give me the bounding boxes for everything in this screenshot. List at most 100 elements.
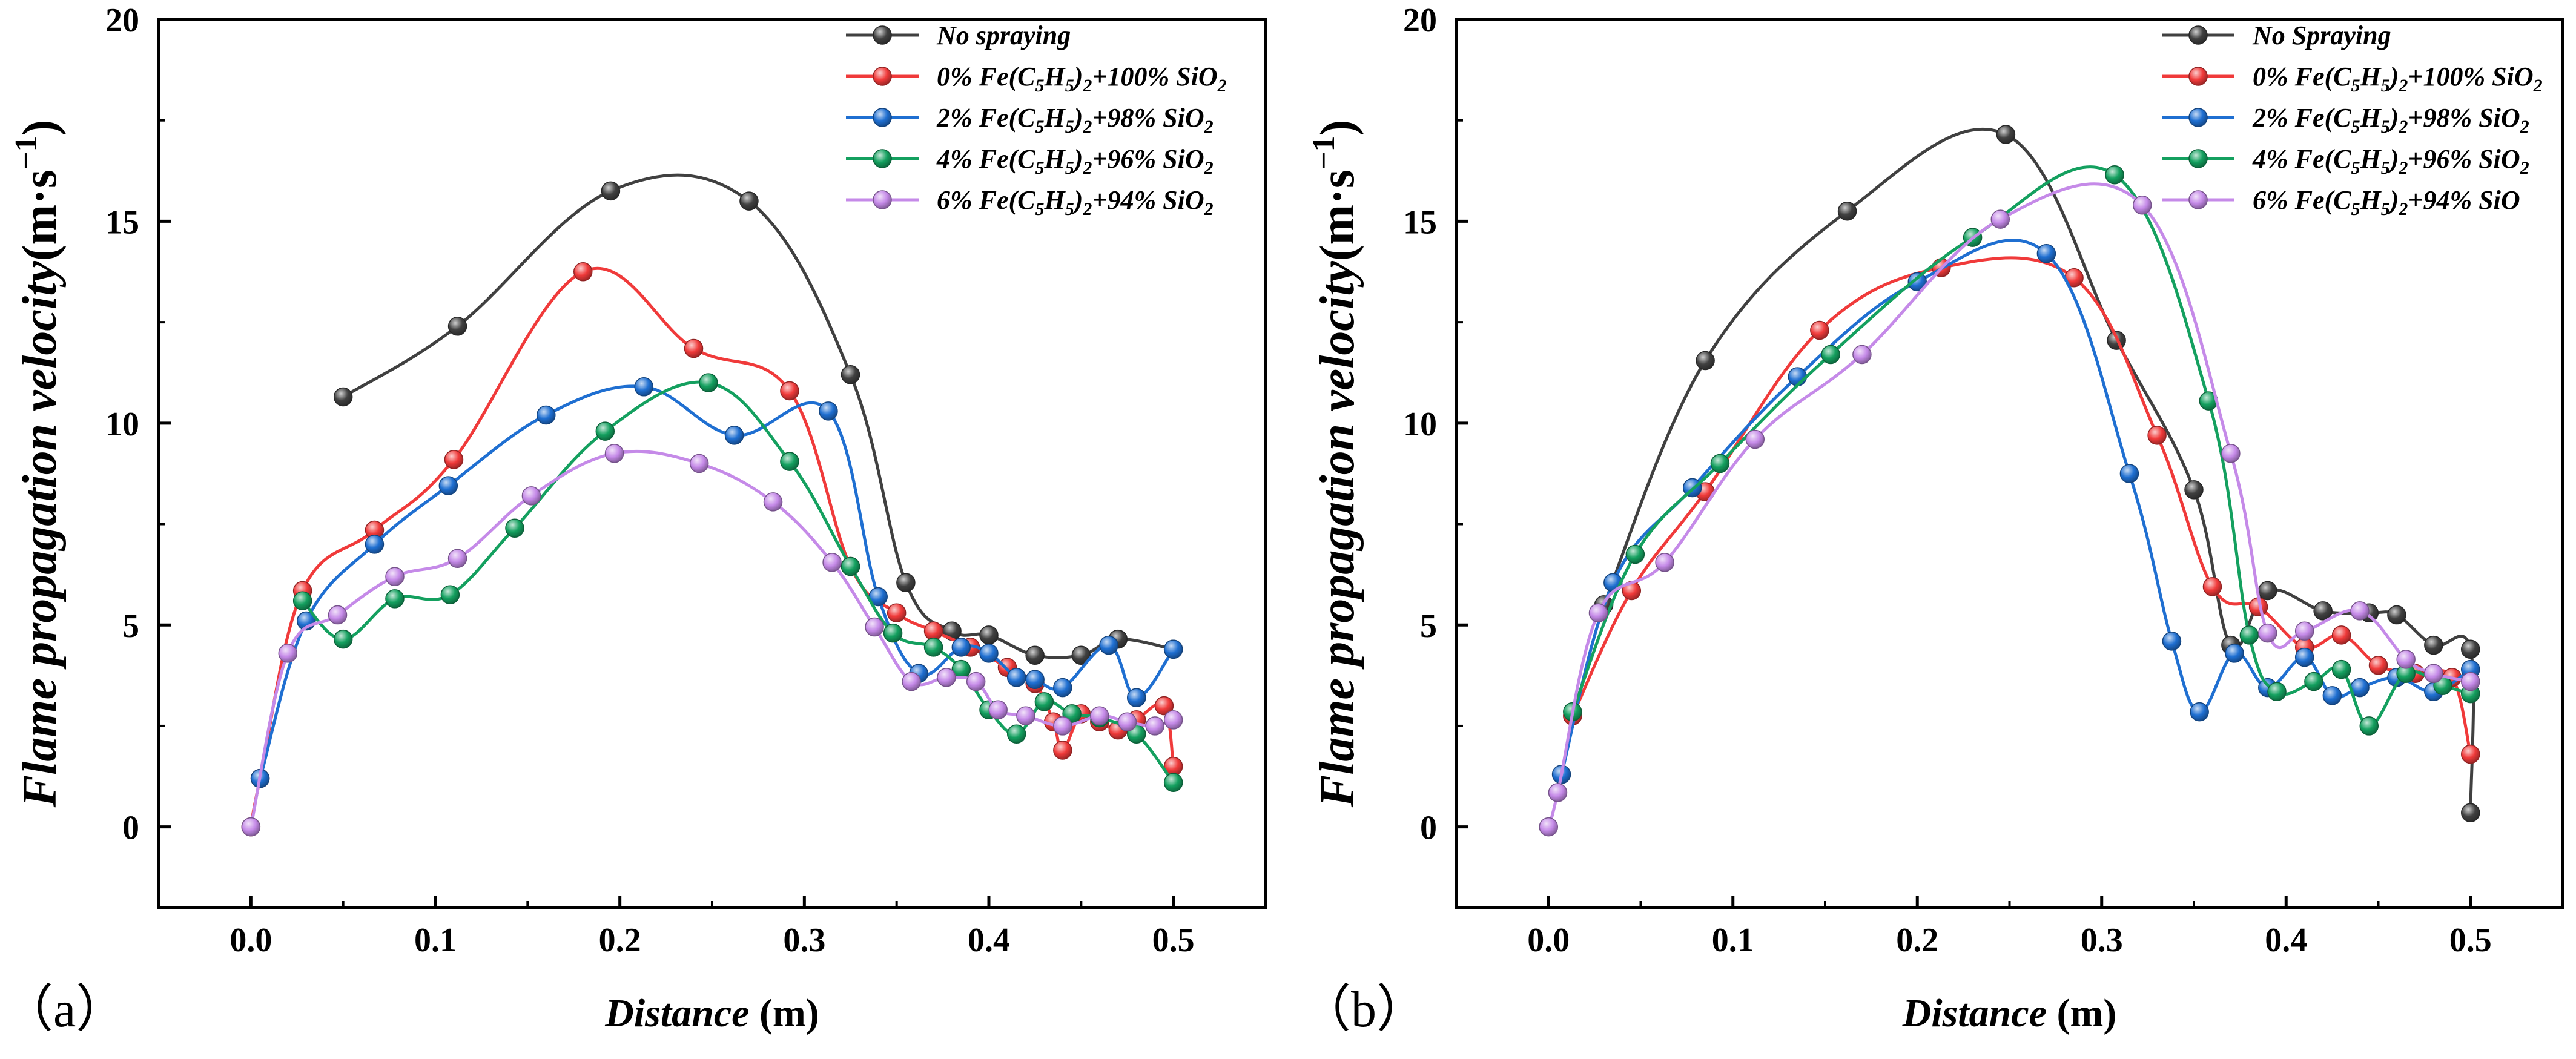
data-point xyxy=(2221,444,2241,463)
data-point xyxy=(1016,706,1035,726)
data-point xyxy=(2304,671,2323,691)
series-3 xyxy=(292,373,1183,793)
data-point xyxy=(1099,635,1118,655)
data-point xyxy=(2202,577,2222,596)
data-point xyxy=(1810,320,1829,340)
y-tick-label: 0 xyxy=(122,810,139,847)
y-tick-label: 15 xyxy=(1403,203,1437,241)
legend-item-0: No spraying xyxy=(846,21,1071,50)
data-point xyxy=(2368,656,2388,675)
y-tick-label: 20 xyxy=(105,2,139,39)
data-point xyxy=(505,518,524,538)
series-4 xyxy=(1539,182,2480,837)
data-point xyxy=(951,638,971,657)
data-point xyxy=(1034,692,1054,711)
data-point xyxy=(902,671,921,691)
data-point xyxy=(763,492,783,512)
data-point xyxy=(887,603,907,622)
x-axis-label: Distance (m) xyxy=(604,991,819,1035)
data-point xyxy=(896,573,916,592)
data-point xyxy=(444,450,464,469)
data-point xyxy=(2105,165,2124,185)
panel-label: （b） xyxy=(1300,981,1427,1038)
data-point xyxy=(2424,635,2443,655)
data-point xyxy=(2294,621,2314,641)
data-point xyxy=(1006,724,1026,744)
data-point xyxy=(438,476,458,495)
data-point xyxy=(1154,696,1174,716)
y-axis-label: Flame propagation velocity(m·s−1) xyxy=(9,120,67,808)
data-point xyxy=(1655,553,1674,572)
data-point xyxy=(1852,345,1872,365)
data-point xyxy=(1710,454,1730,473)
chart-panel-a: 0.0 0.1 0.2 0.3 0.4 0.5 0 5 10 15 20 Distance (m) Fl… xyxy=(2,2,1267,1038)
data-point xyxy=(2424,664,2443,683)
data-point xyxy=(739,191,759,211)
data-point xyxy=(2162,632,2182,651)
legend-marker xyxy=(2188,67,2208,86)
y-tick-label: 5 xyxy=(1420,607,1437,645)
data-point xyxy=(1907,272,1927,292)
data-point xyxy=(1163,710,1183,730)
data-point xyxy=(923,638,943,657)
data-point xyxy=(634,377,654,397)
data-point xyxy=(1163,639,1183,659)
data-point xyxy=(966,671,986,691)
legend-marker xyxy=(2188,149,2208,168)
data-point xyxy=(333,387,353,407)
data-point xyxy=(1990,209,2010,229)
legend-marker xyxy=(873,190,892,209)
data-point xyxy=(2322,686,2342,705)
data-point xyxy=(819,401,838,421)
series-0 xyxy=(333,173,1183,665)
data-point xyxy=(979,625,999,645)
data-point xyxy=(521,486,541,506)
legend-marker xyxy=(2188,190,2208,209)
data-point xyxy=(1126,688,1146,708)
data-point xyxy=(1053,716,1072,736)
legend-marker xyxy=(873,67,892,86)
legend-label: 2% Fe(C5H5)2+98% SiO2 xyxy=(936,103,1214,137)
data-point xyxy=(2387,605,2406,625)
data-point xyxy=(684,338,704,358)
legend-marker xyxy=(873,149,892,168)
panel-label: （a） xyxy=(2,981,127,1038)
legend-label: 4% Fe(C5H5)2+96% SiO2 xyxy=(936,144,1214,178)
data-point xyxy=(328,605,348,625)
data-point xyxy=(2239,625,2259,645)
x-tick-label: 0.3 xyxy=(2081,922,2123,959)
data-point xyxy=(937,668,956,687)
data-point xyxy=(1090,706,1109,726)
data-point xyxy=(537,405,556,425)
legend-item-2: 2% Fe(C5H5)2+98% SiO2 xyxy=(846,103,1214,137)
x-tick-label: 0.4 xyxy=(968,922,1010,959)
data-point xyxy=(883,623,903,643)
data-point xyxy=(241,817,261,837)
legend-marker xyxy=(873,108,892,127)
data-point xyxy=(841,365,860,384)
data-point xyxy=(1625,544,1645,564)
legend-label: 6% Fe(C5H5)2+94% SiO2 xyxy=(937,185,1214,219)
series-4 xyxy=(241,444,1183,837)
data-point xyxy=(278,644,298,663)
data-point xyxy=(1788,367,1808,386)
legend-item-1: 0% Fe(C5H5)2+100% SiO2 xyxy=(846,62,1227,96)
data-point xyxy=(822,553,842,572)
data-point xyxy=(447,549,467,568)
y-tick-label: 5 xyxy=(122,607,139,645)
data-point xyxy=(2396,650,2416,669)
x-tick-label: 0.0 xyxy=(230,922,272,959)
data-point xyxy=(365,535,385,554)
data-point xyxy=(1837,201,1857,221)
data-point xyxy=(2190,702,2209,722)
data-point xyxy=(447,317,467,336)
data-point xyxy=(841,556,860,576)
y-tick-label: 10 xyxy=(1403,406,1437,443)
data-point xyxy=(2184,480,2204,500)
data-point xyxy=(2225,644,2244,663)
data-point xyxy=(1071,645,1091,665)
legend: No Spraying 0% Fe(C5H5)2+100% SiO2 2% Fe(C… xyxy=(2162,21,2543,219)
data-point xyxy=(780,381,799,401)
x-tick-label: 0.0 xyxy=(1527,922,1570,959)
